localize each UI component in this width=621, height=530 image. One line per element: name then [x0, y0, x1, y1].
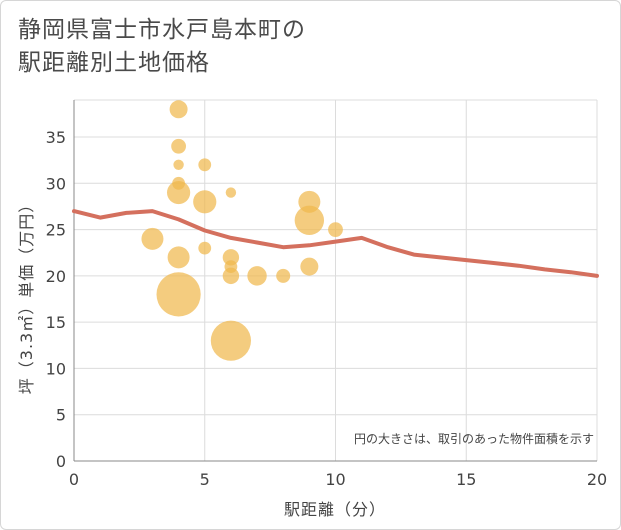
- x-axis-label: 駅距離（分）: [284, 500, 386, 519]
- bubble-point: [300, 257, 319, 276]
- bubble-point: [210, 320, 251, 361]
- bubble-point: [294, 205, 325, 236]
- x-tick-label: 10: [325, 470, 345, 489]
- x-tick-label: 5: [200, 470, 210, 489]
- bubble-point: [198, 158, 212, 172]
- bubble-point: [167, 246, 190, 269]
- bubble-point: [171, 138, 187, 154]
- y-tick-label: 0: [56, 452, 66, 471]
- bubble-point: [222, 249, 240, 266]
- average-line: [72, 209, 599, 278]
- y-tick-label: 25: [46, 221, 66, 240]
- bubble-point: [276, 268, 291, 283]
- bubble-point: [328, 222, 343, 237]
- x-tick-label: 15: [456, 470, 476, 489]
- y-tick-label: 15: [46, 313, 66, 332]
- average-price-line: [72, 209, 599, 278]
- x-tick-label: 20: [587, 470, 607, 489]
- bubble-point: [173, 159, 184, 170]
- x-tick-label: 0: [69, 470, 79, 489]
- bubble-point: [156, 272, 201, 317]
- bubble-point: [225, 187, 237, 198]
- bubble-point: [222, 267, 240, 285]
- y-tick-label: 35: [46, 128, 66, 147]
- bubble-point: [169, 100, 188, 119]
- bubble-point: [167, 180, 191, 205]
- y-tick-label: 10: [46, 359, 66, 378]
- chart-title: 静岡県富士市水戸島本町の 駅距離別土地価格: [18, 14, 306, 80]
- chart-title-line1: 静岡県富士市水戸島本町の: [18, 17, 306, 43]
- chart-title-line2: 駅距離別土地価格: [18, 50, 210, 76]
- y-axis-label: 坪（3.3㎡）単価（万円）: [17, 196, 36, 394]
- bubble-point: [193, 190, 217, 214]
- bubbles: [141, 100, 343, 361]
- axis-labels: 駅距離（分） 坪（3.3㎡）単価（万円） 円の大きさは、取引のあった物件面積を示…: [17, 196, 594, 519]
- grid-lines: [74, 99, 598, 461]
- bubble-size-note: 円の大きさは、取引のあった物件面積を示す: [354, 431, 594, 446]
- y-tick-label: 20: [46, 267, 66, 286]
- bubble-point: [198, 241, 212, 255]
- y-tick-label: 5: [56, 406, 66, 425]
- axes: 0 5 10 15 20 25 30 35 0 5 10 15 20: [46, 100, 607, 489]
- y-tick-label: 30: [46, 174, 66, 193]
- bubble-point: [141, 227, 164, 250]
- bubble-point: [247, 266, 267, 286]
